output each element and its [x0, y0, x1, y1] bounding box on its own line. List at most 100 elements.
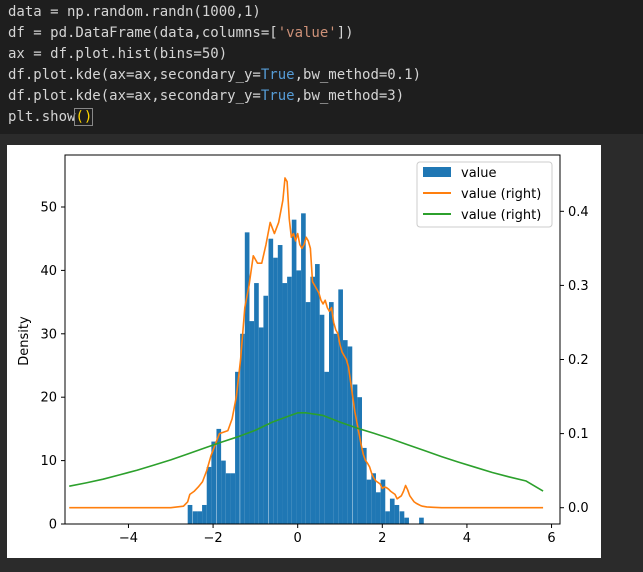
legend-label-kde-fine: value (right) [461, 187, 541, 202]
hist-bar [263, 295, 269, 524]
hist-bar [375, 492, 381, 524]
code-text: ,bw_method=3) [294, 88, 405, 104]
x-tick-label: −4 [119, 531, 138, 546]
hist-bar [310, 276, 316, 524]
left-tick-label: 30 [40, 327, 57, 342]
hist-bar [347, 346, 353, 524]
hist-bar [225, 473, 231, 524]
hist-bar [338, 289, 343, 524]
hist-bar [282, 283, 288, 524]
hist-bar [319, 314, 325, 524]
code-text: plt.show [8, 109, 76, 125]
hist-bar [254, 283, 259, 524]
plot-frame [64, 154, 561, 525]
hist-bar [333, 333, 339, 524]
kde-line-bw-0.1 [69, 177, 544, 509]
code-string: 'value' [277, 25, 337, 41]
legend-swatch-hist [423, 167, 451, 177]
legend: value value (right) value (right) [416, 161, 553, 228]
code-text: ,bw_method=0.1) [294, 67, 422, 83]
left-axis-ticks: 0 10 20 30 40 50 [40, 200, 65, 533]
hist-bar [394, 504, 400, 524]
code-line-1: data = np.random.randn(1000,1) [8, 2, 261, 23]
hist-bar [296, 270, 302, 524]
code-paren: () [74, 108, 94, 126]
left-tick-label: 40 [40, 264, 57, 279]
code-line-5: df.plot.kde(ax=ax,secondary_y=True,bw_me… [8, 86, 404, 107]
hist-bar [240, 333, 245, 524]
histogram-kde-chart: −4 −2 0 2 4 6 0 10 20 30 40 50 0.0 0.1 0.2 0.3 0.4 Den… [17, 154, 589, 546]
x-tick-label: 2 [378, 531, 386, 546]
code-keyword: True [260, 88, 295, 104]
right-axis-ticks: 0.0 0.1 0.2 0.3 0.4 [560, 205, 589, 516]
hist-bar [342, 340, 348, 524]
hist-bar [399, 511, 405, 524]
hist-bar [352, 384, 358, 524]
hist-bar [287, 276, 292, 524]
hist-bar [197, 511, 203, 524]
code-text: df = pd.DataFrame(data,columns=[ [8, 25, 278, 41]
hist-bar [187, 504, 193, 524]
x-axis-ticks: −4 −2 0 2 4 6 [119, 524, 556, 546]
code-text: ax = df.plot.hist(bins=50) [8, 46, 228, 62]
code-text: df.plot.kde(ax=ax,secondary_y= [8, 88, 261, 104]
hist-bar [357, 397, 362, 524]
hist-bar [206, 466, 212, 524]
x-tick-label: −2 [203, 531, 222, 546]
cell-separator [0, 134, 643, 142]
code-line-3: ax = df.plot.hist(bins=50) [8, 44, 227, 65]
hist-bar [221, 460, 226, 524]
code-line-4: df.plot.kde(ax=ax,secondary_y=True,bw_me… [8, 65, 421, 86]
right-tick-label: 0.2 [568, 353, 589, 368]
hist-bar [419, 517, 424, 524]
legend-label-hist: value [461, 166, 497, 181]
right-tick-label: 0.4 [568, 205, 589, 220]
kde-lines [69, 177, 544, 509]
hist-bar [273, 257, 278, 524]
hist-bar [211, 441, 217, 524]
code-keyword: True [260, 67, 295, 83]
hist-bar [362, 447, 367, 524]
hist-bar [244, 232, 250, 524]
kde-line-bw-3 [69, 412, 544, 492]
hist-bar [366, 479, 372, 524]
right-tick-label: 0.3 [568, 279, 589, 294]
hist-bar [315, 264, 320, 524]
right-tick-label: 0.0 [568, 501, 589, 516]
left-tick-label: 10 [40, 454, 57, 469]
hist-bar [249, 321, 255, 524]
histogram-bars [187, 213, 424, 524]
hist-bar [291, 219, 297, 524]
code-editor[interactable]: data = np.random.randn(1000,1) df = pd.D… [0, 0, 643, 134]
hist-bar [389, 498, 395, 524]
hist-bar [192, 511, 198, 524]
plot-output: −4 −2 0 2 4 6 0 10 20 30 40 50 0.0 0.1 0.2 0.3 0.4 Den… [7, 145, 601, 558]
hist-bar [324, 371, 329, 524]
hist-bar [277, 245, 283, 524]
legend-label-kde-wide: value (right) [461, 208, 541, 223]
code-text: ]) [336, 25, 354, 41]
hist-bar [329, 302, 334, 524]
hist-bar [371, 473, 376, 524]
hist-bar [268, 238, 274, 524]
x-tick-label: 6 [547, 531, 555, 546]
hist-bar [202, 504, 207, 524]
x-tick-label: 4 [463, 531, 471, 546]
hist-bar [230, 473, 236, 524]
hist-bar [380, 479, 386, 524]
hist-bar [216, 428, 222, 524]
hist-bar [404, 517, 409, 524]
hist-bar [385, 511, 390, 524]
code-text: data = np.random.randn(1000,1) [8, 4, 261, 20]
left-tick-label: 0 [49, 518, 57, 533]
right-tick-label: 0.1 [568, 427, 589, 442]
hist-bar [301, 213, 306, 524]
code-line-6: plt.show() [8, 107, 94, 128]
hist-bar [235, 371, 240, 524]
hist-bar [258, 327, 264, 524]
code-text: df.plot.kde(ax=ax,secondary_y= [8, 67, 261, 83]
left-tick-label: 50 [40, 200, 57, 215]
legend-box [416, 161, 553, 228]
y-axis-label: Density [17, 316, 32, 366]
left-tick-label: 20 [40, 391, 57, 406]
